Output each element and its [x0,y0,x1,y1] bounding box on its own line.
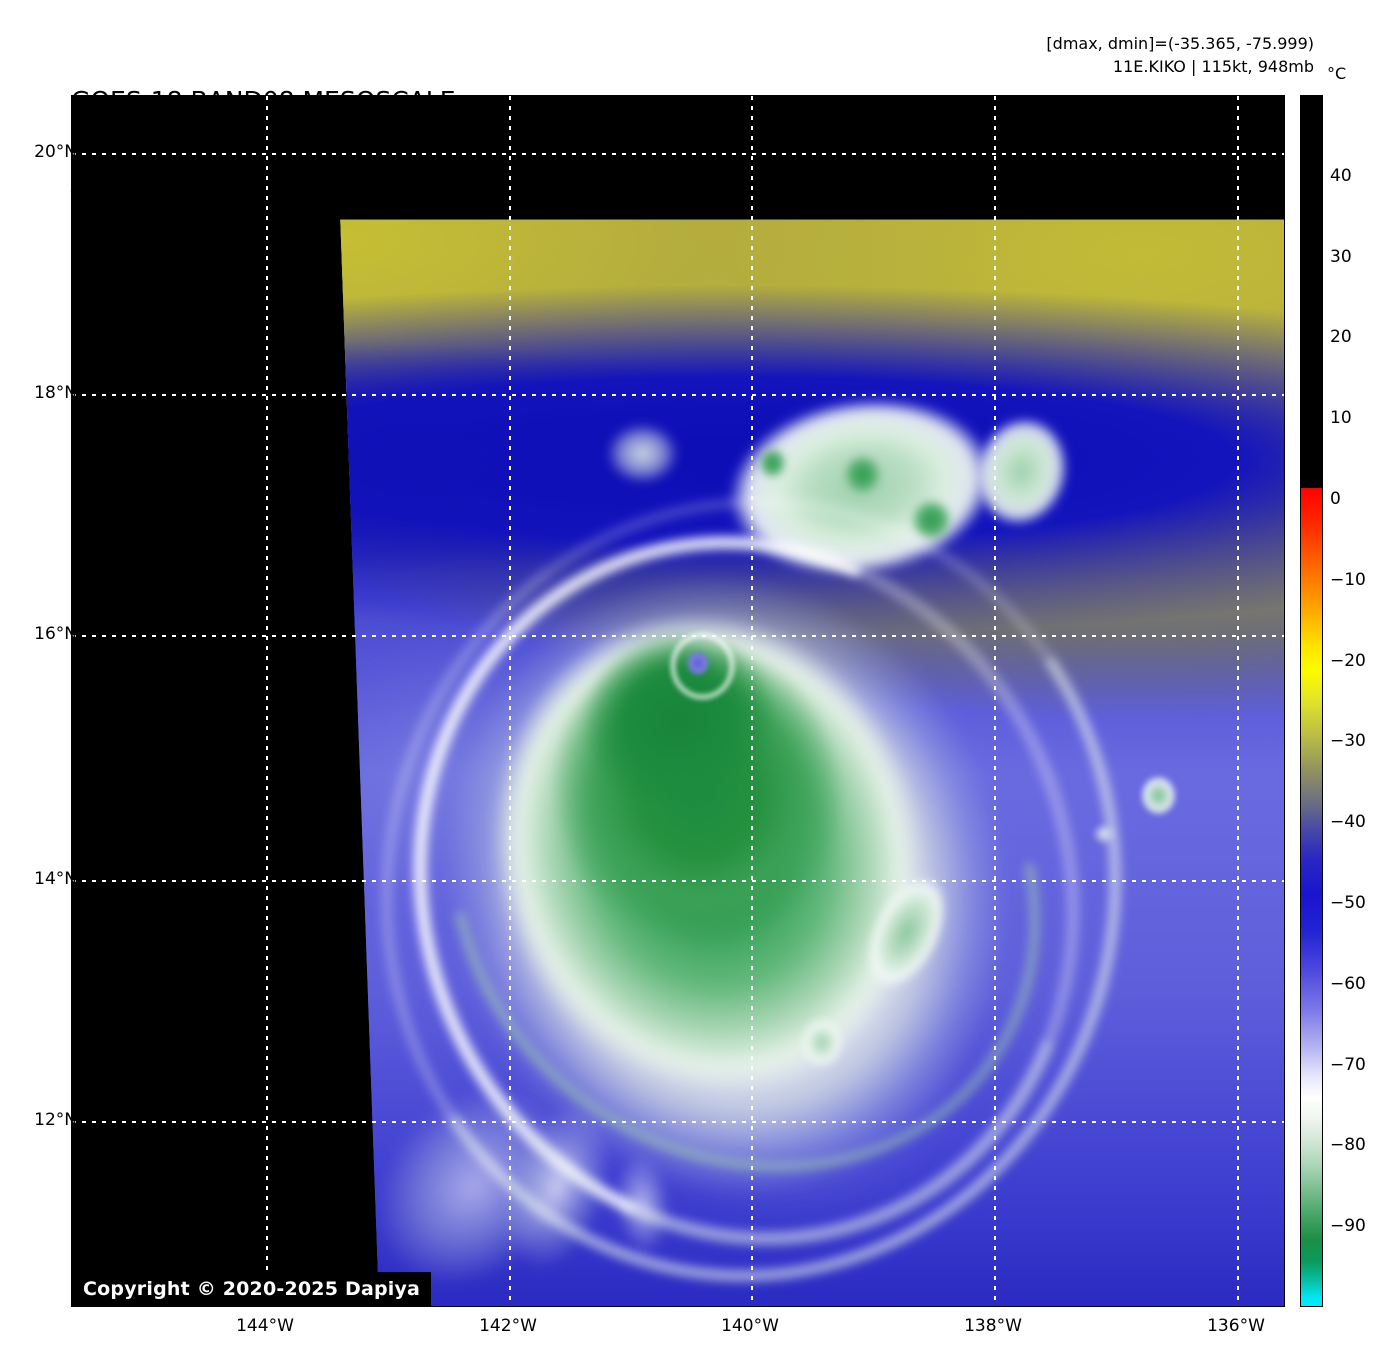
x-axis-tick-label: 142°W [479,1316,537,1336]
colorbar-tick-label: −60 [1330,973,1366,994]
colorbar-tick-label: −70 [1330,1054,1366,1075]
isolated-cell-east-2 [1091,823,1117,845]
temperature-colorbar[interactable] [1300,95,1323,1307]
colorbar-unit-label: °C [1327,64,1347,83]
colorbar-tick-label: −40 [1330,812,1366,833]
convective-cell-sw-5 [340,938,365,975]
colorbar-tick-label: 10 [1330,408,1352,429]
trailing-band-southeast-2 [800,1017,845,1068]
convective-cell-sw-3 [218,987,284,1043]
convective-core-north-1 [842,453,882,495]
x-axis-tick-label: 136°W [1207,1316,1265,1336]
colorbar-tick-label: −80 [1330,1135,1366,1156]
convective-core-north-2 [909,498,954,542]
colorbar-tick-label: −90 [1330,1216,1366,1237]
convective-core-north-3 [757,447,788,479]
colorbar-tick-label: 0 [1330,489,1341,509]
y-axis-tick-label: 18°N [34,383,77,403]
copyright-watermark: Copyright © 2020-2025 Dapiya [72,1272,432,1307]
convective-cell-sw-2 [175,963,216,999]
convective-cell-sw-6 [242,1047,281,1083]
convective-cell-sw-8 [340,986,363,1014]
convective-cell-sw-4 [284,957,328,996]
storm-eye [685,648,711,677]
satellite-image-plot[interactable] [71,95,1285,1307]
colorbar-tick-label: −50 [1330,893,1366,913]
colorbar-tick-label: −30 [1330,731,1366,752]
y-axis-tick-label: 12°N [34,1110,77,1130]
header-annotations: [dmax, dmin]=(-35.365, -75.999) 11E.KIKO… [1046,32,1314,78]
colorbar-tick-label: −20 [1330,650,1366,671]
gridline-lon-0 [266,96,268,1306]
colorbar-tick-label: 20 [1330,327,1352,348]
northern-cluster-west [606,423,679,484]
y-axis-tick-label: 20°N [34,142,77,162]
satellite-data-swath [133,219,1284,1306]
storm-info-label: 11E.KIKO | 115kt, 948mb [1112,57,1314,76]
x-axis-tick-label: 138°W [964,1316,1022,1336]
colorbar-tick-label: 30 [1330,246,1352,267]
colorbar-tick-label: 40 [1330,165,1352,186]
isolated-cell-east-1 [1140,774,1177,816]
convective-cell-sw-1 [133,993,184,1037]
convective-cell-sw-7 [199,1023,231,1052]
colorbar-tick-label: −10 [1330,569,1366,590]
eyewall-ring [670,632,735,700]
x-axis-tick-label: 144°W [236,1316,294,1336]
y-axis-tick-label: 16°N [34,624,77,644]
plot-inner [72,96,1284,1306]
x-axis-tick-label: 140°W [721,1316,779,1336]
y-axis-tick-label: 14°N [34,869,77,889]
data-range-label: [dmax, dmin]=(-35.365, -75.999) [1046,34,1314,53]
gridline-lat-0 [72,153,1284,155]
